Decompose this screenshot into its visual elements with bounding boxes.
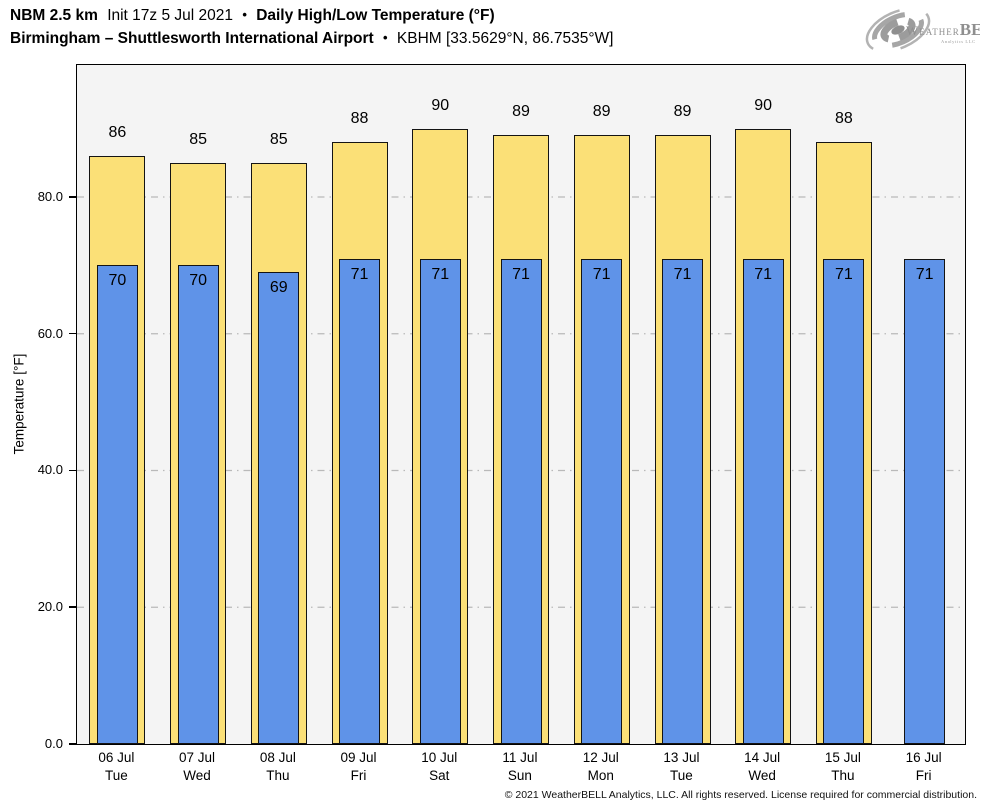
low-bar: [581, 258, 623, 744]
x-tick-label: 15 Jul Thu: [803, 749, 884, 785]
hurricane-swirl-icon: [865, 7, 931, 53]
high-value-label: 85: [189, 130, 207, 148]
x-tick-label: 16 Jul Fri: [883, 749, 964, 785]
weatherbell-logo: WeatherBELL Analytics LLC: [865, 7, 980, 53]
title-init: Init 17z 5 Jul 2021: [107, 7, 233, 24]
low-value-label: 71: [512, 265, 530, 283]
x-tick-date: 06 Jul: [98, 750, 135, 765]
plot-area: 86 70 85 70 85 69 88 71 90 71 89 71 89 71 89 71 90 71 88 71…: [76, 64, 966, 745]
x-tick-label: 10 Jul Sat: [399, 749, 480, 785]
low-value-label: 71: [673, 265, 692, 283]
low-bar: [177, 265, 219, 744]
x-tick-label: 07 Jul Wed: [157, 749, 238, 785]
x-tick-date: 14 Jul: [744, 750, 781, 765]
low-value-label: 71: [915, 265, 934, 283]
x-tick-dow: Fri: [350, 768, 367, 783]
x-tick-dow: Wed: [183, 768, 211, 783]
high-value-label: 88: [834, 110, 853, 128]
station-id: KBHM [33.5629°N, 86.7535°W]: [396, 30, 614, 47]
title-product: Daily High/Low Temperature (°F): [256, 7, 495, 24]
low-bar: [96, 265, 138, 744]
x-tick-label: 09 Jul Fri: [318, 749, 399, 785]
high-value-label: 90: [431, 96, 450, 114]
x-tick-dow: Sat: [429, 768, 450, 783]
high-value-label: 90: [754, 96, 773, 114]
x-tick-dow: Thu: [831, 768, 855, 783]
y-tick-mark: [69, 469, 76, 472]
x-tick-label: 13 Jul Tue: [641, 749, 722, 785]
y-tick-label: 80.0: [37, 188, 63, 204]
low-bar: [500, 258, 542, 744]
y-tick-mark: [69, 606, 76, 608]
x-tick-date: 13 Jul: [663, 750, 700, 765]
station-name: Birmingham – Shuttlesworth International…: [10, 30, 374, 47]
high-value-label: 89: [592, 103, 611, 121]
high-value-label: 89: [512, 103, 530, 121]
x-tick-label: 14 Jul Wed: [722, 749, 803, 785]
chart-title: NBM 2.5 km Init 17z 5 Jul 2021 • Daily H…: [10, 7, 495, 25]
x-tick-dow: Mon: [587, 768, 614, 783]
x-tick-dow: Sun: [507, 768, 532, 783]
y-tick-label: 40.0: [37, 462, 63, 478]
low-value-label: 71: [431, 265, 450, 283]
low-value-label: 71: [592, 265, 611, 283]
y-tick-mark: [69, 196, 76, 198]
title-model: NBM 2.5 km: [10, 7, 98, 24]
low-bar: [904, 258, 946, 744]
x-tick-label: 08 Jul Thu: [238, 749, 319, 785]
x-tick-date: 11 Jul: [502, 750, 538, 765]
x-tick-dow: Tue: [104, 768, 128, 783]
low-bar: [339, 258, 380, 744]
x-tick-label: 06 Jul Tue: [76, 749, 157, 785]
x-tick-date: 10 Jul: [421, 750, 458, 765]
low-bar: [419, 258, 461, 744]
chart-subtitle: Birmingham – Shuttlesworth International…: [10, 30, 613, 48]
y-tick-mark: [69, 332, 76, 335]
x-tick-dow: Thu: [266, 768, 290, 783]
y-tick-label: 60.0: [37, 325, 63, 341]
y-tick-mark: [69, 743, 76, 745]
high-value-label: 86: [108, 123, 127, 141]
x-tick-label: 12 Jul Mon: [560, 749, 641, 785]
x-tick-date: 09 Jul: [340, 750, 377, 765]
low-value-label: 70: [108, 272, 127, 290]
logo-subtext: Analytics LLC: [941, 39, 976, 44]
title-bullet: •: [242, 7, 247, 22]
x-tick-date: 15 Jul: [824, 750, 861, 765]
x-tick-date: 16 Jul: [905, 750, 942, 765]
low-bar: [823, 258, 865, 744]
logo-text: WeatherBELL: [906, 20, 980, 39]
low-value-label: 70: [189, 272, 207, 290]
low-value-label: 71: [754, 265, 773, 283]
low-value-label: 69: [269, 279, 288, 297]
low-value-label: 71: [350, 265, 369, 283]
x-tick-date: 12 Jul: [582, 750, 619, 765]
x-tick-label: 11 Jul Sun: [480, 749, 561, 785]
copyright-notice: © 2021 WeatherBELL Analytics, LLC. All r…: [504, 789, 977, 801]
x-tick-dow: Fri: [915, 768, 932, 783]
low-value-label: 71: [834, 265, 853, 283]
x-tick-date: 07 Jul: [179, 750, 216, 765]
x-tick-dow: Tue: [670, 768, 693, 783]
y-axis-title: Temperature [°F]: [11, 353, 27, 455]
low-bar: [742, 258, 784, 744]
y-tick-label: 0.0: [44, 736, 63, 751]
subtitle-bullet: •: [383, 30, 388, 45]
low-bar: [662, 258, 703, 744]
x-tick-dow: Wed: [748, 768, 776, 783]
high-value-label: 89: [673, 103, 692, 121]
high-value-label: 88: [350, 110, 369, 128]
y-tick-label: 20.0: [37, 599, 63, 615]
low-bar: [258, 272, 300, 744]
high-value-label: 85: [269, 130, 288, 148]
x-tick-date: 08 Jul: [259, 750, 296, 765]
